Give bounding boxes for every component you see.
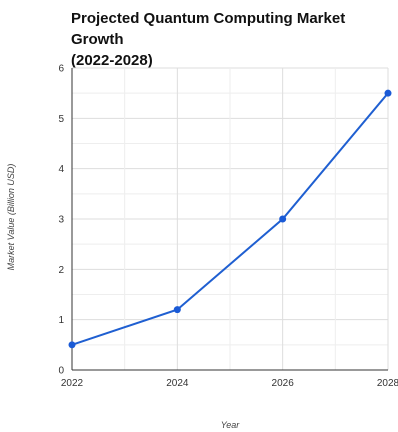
y-tick-label: 0: [58, 366, 64, 377]
series-layer: [68, 89, 392, 349]
y-tick-label: 4: [58, 164, 64, 175]
series-line: [71, 92, 389, 346]
x-tick-label: 2022: [61, 378, 84, 389]
y-tick-label: 1: [58, 315, 64, 326]
chart-title: Projected Quantum Computing Market Growt…: [71, 8, 391, 71]
y-tick-label: 5: [58, 114, 64, 125]
y-tick-label: 6: [58, 64, 64, 75]
x-tick-labels: 2022 2024 2026 2028: [61, 378, 398, 389]
data-point: [68, 341, 76, 349]
data-point: [384, 89, 392, 97]
x-tick-label: 2026: [272, 378, 295, 389]
data-point: [173, 306, 181, 314]
axes: [71, 68, 388, 371]
y-tick-label: 2: [58, 265, 64, 276]
x-axis-label: Year: [221, 420, 241, 430]
chart-title-line-1: Projected Quantum Computing Market Growt…: [71, 10, 346, 48]
chart-title-line-2: (2022-2028): [71, 52, 153, 69]
y-axis-label: Market Value (Billion USD): [6, 164, 16, 271]
y-tick-label: 3: [58, 215, 64, 226]
data-point: [279, 215, 287, 223]
grid-lines: [71, 67, 389, 370]
x-tick-label: 2028: [377, 378, 398, 389]
y-tick-labels: 0 1 2 3 4 5 6: [58, 64, 64, 377]
x-tick-label: 2024: [166, 378, 189, 389]
